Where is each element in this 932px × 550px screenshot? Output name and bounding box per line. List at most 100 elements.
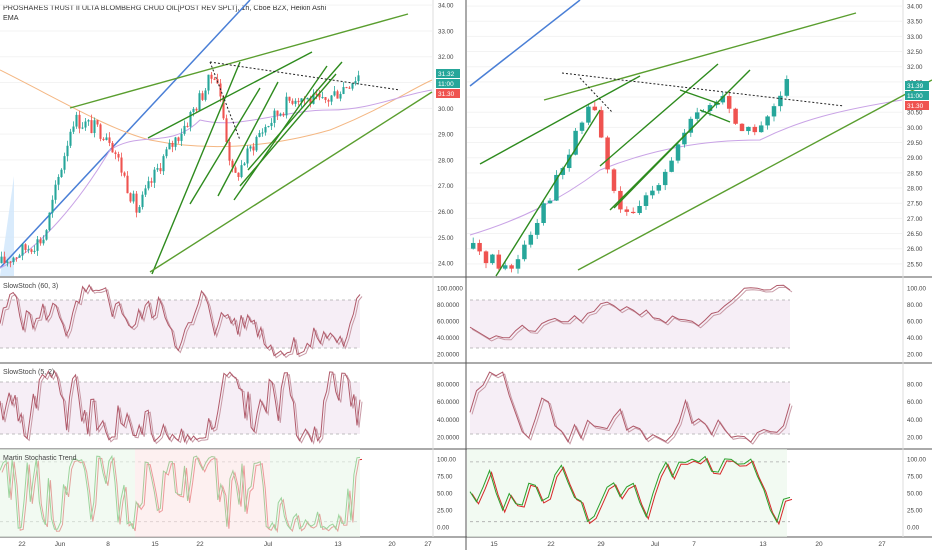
slowstoch5-ry-tick: 80.00 [907,381,923,388]
candle-body [541,203,546,224]
candle-body [162,156,165,172]
right-y-tick: 26.00 [907,246,923,253]
candle-body [351,83,354,89]
candle-body [102,138,105,140]
candle-body [327,99,330,102]
right-y-tick: 33.50 [907,19,923,26]
candle-body [528,234,534,245]
right-y-tick: 27.50 [907,201,923,208]
martin-ry-tick: 25.00 [907,507,923,514]
left-y-tick: 24.00 [438,261,454,268]
left-x-tick: 8 [106,541,110,548]
candle-body [6,261,9,264]
slowstoch5-y-tick: 60.0000 [437,399,460,406]
oscillator-pane [469,284,793,349]
slowstoch60-y-tick: 100.0000 [437,286,463,293]
left-last-time: 11:00 [438,81,454,88]
long-trendline [469,0,581,87]
candle-body [12,257,15,263]
candle-body [129,193,132,202]
oscillator-pane [469,455,793,526]
candle-body [560,168,566,175]
candle-body [3,256,6,264]
candle-body [733,108,738,124]
candle-body [96,120,99,125]
candle-body [105,137,108,140]
candle-body [688,118,694,133]
candle-body [252,146,255,151]
candle-body [255,136,258,151]
left-x-tick: 22 [196,541,204,548]
candle-body [318,93,321,98]
trendline [699,109,731,123]
candle-body [75,114,78,127]
martin-y-tick: 50.00 [437,491,453,498]
pane-title-slowstoch-5: SlowStoch (5, 2) [3,369,54,376]
candle-body [15,257,18,259]
slowstoch5-ry-tick: 20.00 [907,435,923,442]
candle-body [132,193,135,202]
trendline [147,51,313,139]
dotted-resistance [209,61,401,91]
candle-body [153,169,156,183]
candle-body [0,256,3,264]
candle-body [117,154,120,158]
candle-body [201,93,204,100]
slowstoch60-ry-tick: 80.00 [907,302,923,309]
candle-body [183,125,186,134]
left-x-tick: Jul [264,541,273,548]
candle-body [9,261,12,263]
trend-zone-red [135,449,270,537]
trendline [613,119,701,209]
candle-body [18,255,21,258]
slowstoch60-y-tick: 20.0000 [437,351,460,358]
left-y-tick: 30.00 [438,106,454,113]
slowstoch60-y-tick: 40.0000 [437,335,460,342]
candle-body [51,199,54,213]
dotted-resistance [561,72,845,107]
candle-body [21,244,24,256]
right-x-tick: 29 [597,541,605,548]
candle-body [650,190,655,196]
candle-body [240,165,243,177]
candle-body [273,110,276,123]
candle-body [579,122,585,131]
candle-body [348,87,351,89]
candle-body [66,145,69,157]
right-y-tick: 30.00 [907,125,923,132]
candle-body [48,212,51,231]
candle-body [342,87,345,94]
martin-ry-tick: 100.00 [907,457,926,464]
candle-body [24,244,27,250]
candle-body [189,112,192,127]
candle-body [246,148,249,164]
candle-body [108,137,111,143]
slowstoch60-y-tick: 60.0000 [437,319,460,326]
slowstoch5-y-tick: 80.0000 [437,381,460,388]
candle-body [33,250,36,252]
candle-body [605,137,610,170]
trend-zone-green [270,449,360,537]
trendline [599,63,719,167]
candle-body [662,171,668,186]
right-x-tick: 13 [759,541,767,548]
left-y-tick: 29.00 [438,132,454,139]
candle-body [496,254,502,269]
candle-body [225,118,228,143]
candle-body [147,181,150,189]
band-fill [470,300,790,348]
candle-body [707,105,713,112]
candle-body [675,144,681,161]
candle-body [522,244,527,260]
candle-body [586,106,591,123]
slowstoch5-ry-tick: 40.00 [907,417,923,424]
candle-body [150,181,153,183]
band-fill [0,382,360,434]
candle-body [195,108,198,111]
axes: 34.0033.0032.0031.0030.0029.0028.0027.00… [18,3,926,548]
candle-body [198,93,201,111]
right-x-tick: 22 [547,541,555,548]
candle-body [534,223,540,235]
candle-body [784,79,790,96]
candle-body [258,132,261,137]
